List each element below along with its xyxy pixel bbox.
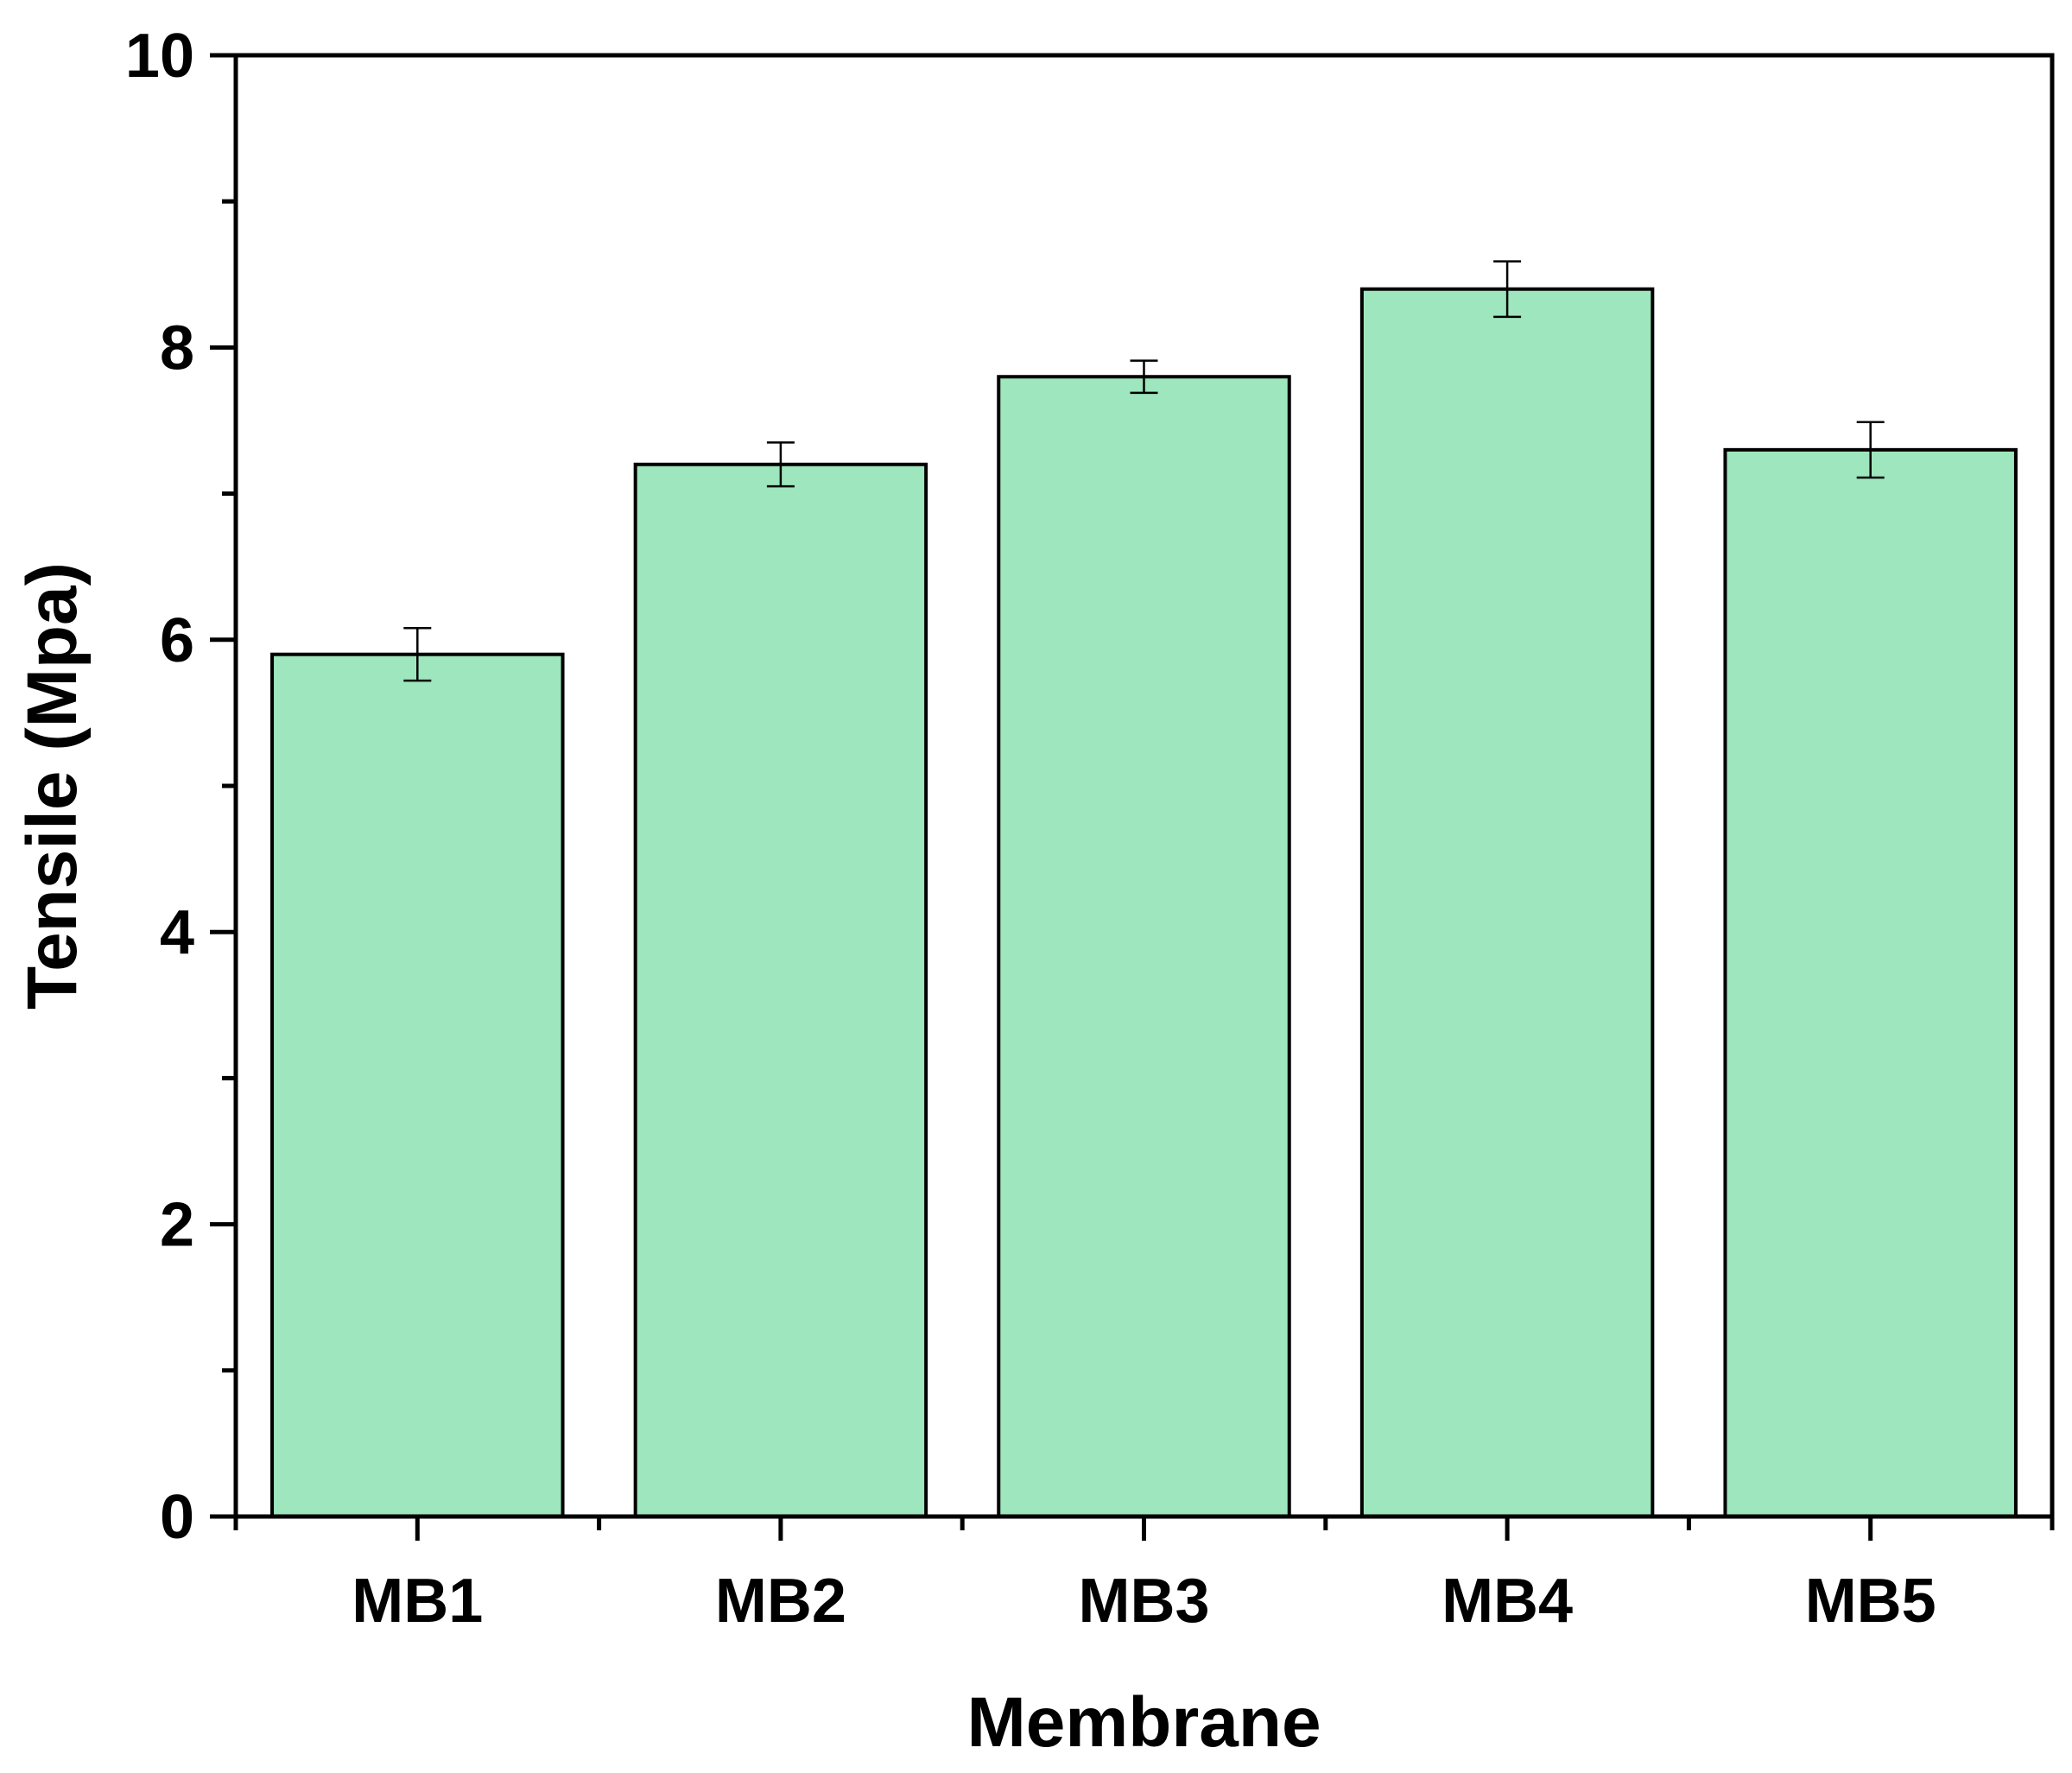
x-tick-label-mb2: MB2 xyxy=(715,1567,846,1636)
error-bar-mb3 xyxy=(1130,359,1158,395)
error-bar-mb4 xyxy=(1493,260,1522,319)
x-tick-label-mb5: MB5 xyxy=(1805,1567,1936,1636)
x-tick-label-mb1: MB1 xyxy=(352,1567,483,1636)
bar-mb3 xyxy=(997,375,1291,1518)
y-axis-title: Tensile (Mpa) xyxy=(13,562,92,1010)
bar-mb1 xyxy=(270,652,565,1518)
error-bar-mb1 xyxy=(403,627,432,682)
bar-mb5 xyxy=(1723,447,2018,1519)
y-tick-label: 8 xyxy=(160,313,194,383)
error-bar-mb2 xyxy=(766,441,795,488)
y-tick-label: 6 xyxy=(160,606,194,675)
y-tick-label: 10 xyxy=(125,22,194,91)
error-bar-mb5 xyxy=(1856,421,1885,479)
y-tick-label: 4 xyxy=(160,898,194,967)
bar-mb4 xyxy=(1359,287,1655,1519)
x-tick-label-mb4: MB4 xyxy=(1442,1567,1573,1636)
y-tick-label: 0 xyxy=(160,1483,194,1552)
error-bars-layer xyxy=(403,260,1885,682)
axes-layer: 0 2 4 6 8 10 MB1 MB2 MB3 MB4 MB5 xyxy=(125,22,2055,1636)
bar-mb2 xyxy=(633,462,928,1518)
x-tick-label-mb3: MB3 xyxy=(1078,1567,1209,1636)
y-tick-label: 2 xyxy=(160,1191,194,1260)
bars-layer xyxy=(270,287,2018,1519)
x-axis-title: Membrane xyxy=(966,1683,1321,1762)
